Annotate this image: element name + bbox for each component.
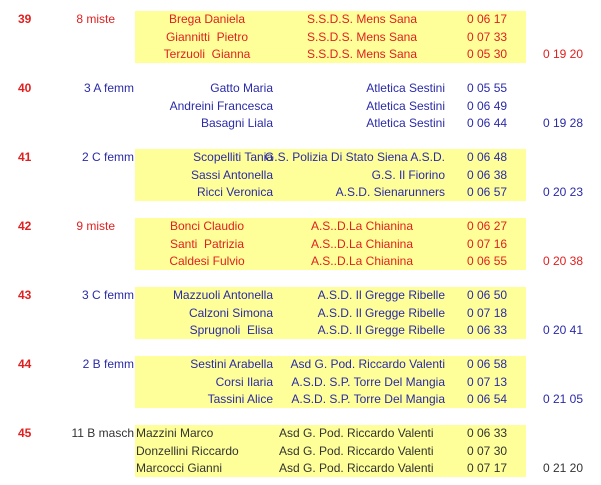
runner-club: Asd G. Pod. Riccardo Valenti — [279, 443, 434, 458]
team-total-time: 0 20 41 — [542, 323, 583, 337]
runner-club: A.S.D. Il Gregge Ribelle — [317, 323, 445, 337]
team-group: 41 2 C femm Scopelliti Tania G.S. Polizia D… — [0, 149, 601, 209]
runner-club: G.S. Il Fiorino — [371, 167, 445, 182]
runner-club: A.S.D. Sienarunners — [335, 185, 445, 199]
runner-name: Bonci Claudio — [169, 219, 245, 233]
team-rank: 43 — [18, 288, 32, 302]
runner-name: Scopelliti Tania — [193, 150, 273, 164]
runner-time: 0 06 54 — [467, 392, 508, 406]
runner-club: A.S.D. Il Gregge Ribelle — [317, 288, 445, 302]
runner-club: A.S..D.La Chianina — [310, 236, 414, 251]
runner-name: Ricci Veronica — [196, 185, 273, 199]
highlight-band — [135, 287, 526, 339]
highlight-band — [135, 149, 526, 201]
runner-time: 0 05 55 — [467, 81, 508, 95]
runner-time: 0 06 57 — [467, 185, 508, 199]
runner-time: 0 06 48 — [467, 150, 508, 164]
runner-name: Santi Patrizia — [169, 236, 245, 251]
team-rank: 42 — [18, 219, 32, 233]
runner-name: Sprugnoli Elisa — [189, 323, 273, 337]
runner-name: Tassini Alice — [207, 392, 273, 406]
runner-club: Atletica Sestini — [366, 81, 445, 95]
runner-time: 0 06 27 — [467, 219, 508, 233]
team-rank: 41 — [18, 150, 32, 164]
team-category: 8 miste — [76, 12, 115, 26]
runner-name: Donzellini Riccardo — [136, 443, 239, 458]
runner-name: Calzoni Simona — [188, 305, 273, 320]
runner-club: Asd G. Pod. Riccardo Valenti — [279, 461, 434, 475]
team-rank: 44 — [18, 357, 32, 371]
runner-club: Asd G. Pod. Riccardo Valenti — [290, 357, 445, 371]
team-group: 39 8 miste Brega Daniela S.S.D.S. Mens Sana… — [0, 11, 601, 71]
team-category: 3 A femm — [83, 81, 134, 95]
runner-club: S.S.D.S. Mens Sana — [306, 12, 418, 26]
runner-time: 0 06 58 — [467, 357, 508, 371]
runner-name: Corsi Ilaria — [215, 374, 273, 389]
team-total-time: 0 19 28 — [542, 116, 583, 130]
runner-name: Caldesi Fulvio — [169, 254, 245, 268]
team-total-time: 0 19 20 — [542, 47, 583, 61]
runner-club: S.S.D.S. Mens Sana — [306, 29, 418, 44]
highlight-band — [135, 11, 526, 63]
runner-name: Mazzuoli Antonella — [172, 288, 273, 302]
team-rank: 40 — [18, 81, 32, 95]
team-total-time: 0 21 05 — [542, 392, 583, 406]
runner-time: 0 07 18 — [467, 305, 508, 320]
runner-name: Basagni Liala — [200, 116, 273, 130]
runner-club: Atletica Sestini — [366, 98, 445, 113]
runner-time: 0 06 44 — [467, 116, 508, 130]
team-rank: 39 — [18, 12, 32, 26]
team-category: 9 miste — [76, 219, 115, 233]
runner-time: 0 07 17 — [467, 461, 508, 475]
runner-name: Gatto Maria — [210, 81, 273, 95]
runner-club: G.S. Polizia Di Stato Siena A.S.D. — [264, 150, 445, 164]
runner-time: 0 06 49 — [467, 98, 508, 113]
runner-club: A.S..D.La Chianina — [310, 219, 414, 233]
highlight-band — [135, 356, 526, 408]
team-category: 3 C femm — [81, 288, 134, 302]
runner-name: Giannitti Pietro — [165, 29, 249, 44]
runner-time: 0 06 50 — [467, 288, 508, 302]
runner-club: A.S..D.La Chianina — [310, 254, 414, 268]
runner-name: Brega Daniela — [168, 12, 246, 26]
runner-time: 0 07 33 — [467, 29, 508, 44]
team-group: 43 3 C femm Mazzuoli Antonella A.S.D. Il Gr… — [0, 287, 601, 347]
team-total-time: 0 21 20 — [542, 461, 583, 475]
runner-name: Marcocci Gianni — [136, 461, 223, 475]
runner-club: S.S.D.S. Mens Sana — [306, 47, 418, 61]
team-category: 2 C femm — [81, 150, 134, 164]
runner-club: Atletica Sestini — [366, 116, 445, 130]
team-total-time: 0 20 23 — [542, 185, 583, 199]
runner-time: 0 06 17 — [467, 12, 508, 26]
highlight-band — [135, 218, 526, 270]
runner-name: Sestini Arabella — [190, 357, 273, 371]
team-category: 2 B femm — [82, 357, 134, 371]
runner-club: A.S.D. S.P. Torre Del Mangia — [291, 374, 445, 389]
runner-time: 0 06 33 — [467, 323, 508, 337]
runner-name: Andreini Francesca — [169, 98, 273, 113]
team-group: 44 2 B femm Sestini Arabella Asd G. Pod. Ri… — [0, 356, 601, 416]
runner-time: 0 07 30 — [467, 443, 508, 458]
team-total-time: 0 20 38 — [542, 254, 583, 268]
team-group: 40 3 A femm Gatto Maria Atletica Sestini 0 0… — [0, 80, 601, 140]
runner-time: 0 06 38 — [467, 167, 508, 182]
runner-name: Terzuoli Gianna — [163, 47, 251, 61]
runner-time: 0 07 13 — [467, 374, 508, 389]
team-group: 45 11 B masch Mazzini Marco Asd G. Pod. Ric… — [0, 425, 601, 485]
runner-club: A.S.D. Il Gregge Ribelle — [317, 305, 445, 320]
runner-time: 0 07 16 — [467, 236, 508, 251]
team-group: 42 9 miste Bonci Claudio A.S..D.La Chianina… — [0, 218, 601, 278]
runner-time: 0 06 55 — [467, 254, 508, 268]
runner-time: 0 05 30 — [467, 47, 508, 61]
runner-name: Sassi Antonella — [190, 167, 273, 182]
runner-club: A.S.D. S.P. Torre Del Mangia — [291, 392, 445, 406]
